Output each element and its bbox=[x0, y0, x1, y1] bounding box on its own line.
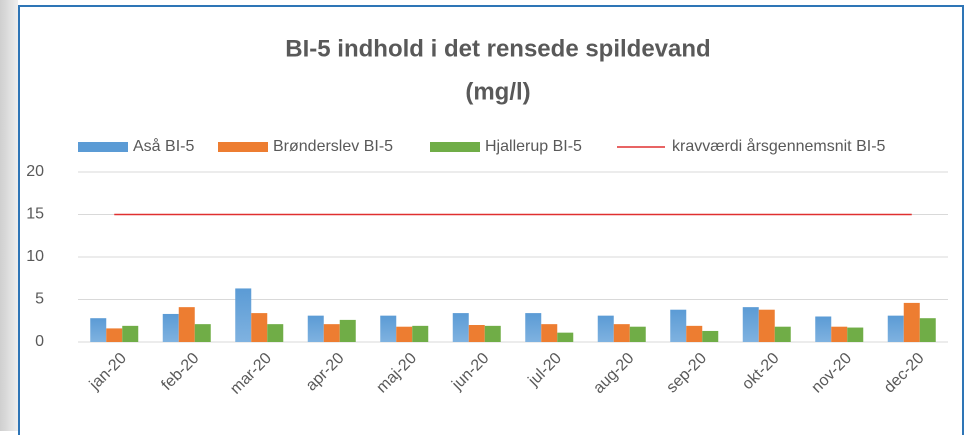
legend-label: kravværdi årsgennemsnit BI-5 bbox=[672, 137, 886, 155]
bar bbox=[903, 302, 920, 342]
y-tick-label: 10 bbox=[26, 248, 44, 265]
bar bbox=[412, 325, 429, 342]
bar bbox=[815, 316, 832, 342]
x-tick-label: mar-20 bbox=[227, 350, 275, 398]
bar bbox=[670, 309, 687, 342]
bar bbox=[887, 315, 904, 342]
x-tick-label: maj-20 bbox=[373, 350, 420, 397]
x-tick-label: dec-20 bbox=[881, 350, 928, 397]
x-tick-label: jun-20 bbox=[448, 350, 492, 394]
legend-label: Brønderslev BI-5 bbox=[273, 138, 393, 155]
bar bbox=[235, 288, 252, 342]
bar bbox=[484, 325, 501, 342]
bar bbox=[106, 328, 123, 342]
bar bbox=[452, 313, 469, 342]
x-tick-label: nov-20 bbox=[808, 350, 855, 397]
x-tick-label: aug-20 bbox=[590, 350, 637, 397]
x-tick-label: feb-20 bbox=[158, 350, 202, 394]
bar bbox=[686, 325, 703, 342]
bar bbox=[178, 307, 195, 342]
legend-label: Aså BI-5 bbox=[133, 137, 194, 155]
bar bbox=[323, 324, 340, 342]
bar bbox=[396, 326, 413, 342]
bar bbox=[831, 326, 848, 342]
y-tick-label: 15 bbox=[26, 206, 44, 223]
bar bbox=[525, 313, 542, 342]
bar bbox=[742, 307, 759, 342]
x-tick-label: jul-20 bbox=[525, 350, 565, 390]
x-tick-label: apr-20 bbox=[303, 350, 348, 395]
bar bbox=[251, 313, 268, 342]
legend-label: Hjallerup BI-5 bbox=[485, 138, 582, 155]
bar bbox=[629, 326, 646, 342]
x-tick-label: okt-20 bbox=[739, 350, 783, 394]
bar bbox=[613, 324, 630, 342]
chart-title: (mg/l) bbox=[465, 78, 530, 105]
y-tick-label: 20 bbox=[26, 163, 44, 180]
bar bbox=[758, 309, 775, 342]
x-tick-label: jan-20 bbox=[86, 350, 130, 394]
chart-frame bbox=[18, 5, 964, 435]
y-tick-label: 0 bbox=[35, 333, 44, 350]
side-strip bbox=[0, 0, 18, 431]
chart-title: BI-5 indhold i det rensede spildevand bbox=[285, 35, 710, 62]
bar bbox=[541, 324, 558, 342]
bar bbox=[122, 325, 139, 342]
bar bbox=[162, 313, 179, 342]
bar bbox=[774, 326, 791, 342]
bar bbox=[597, 315, 614, 342]
bar bbox=[847, 327, 864, 342]
bar bbox=[919, 318, 936, 342]
x-tick-label: sep-20 bbox=[663, 350, 710, 397]
bar bbox=[557, 332, 574, 342]
bar bbox=[267, 324, 284, 342]
y-tick-label: 5 bbox=[35, 291, 44, 308]
bar bbox=[194, 324, 211, 342]
bar bbox=[90, 318, 107, 342]
bar bbox=[468, 325, 485, 342]
bar bbox=[307, 315, 324, 342]
bar bbox=[380, 315, 397, 342]
legend-swatch bbox=[218, 142, 268, 152]
legend-swatch bbox=[430, 142, 480, 152]
bar bbox=[702, 330, 719, 342]
legend-swatch bbox=[78, 142, 128, 152]
bar bbox=[339, 319, 356, 342]
